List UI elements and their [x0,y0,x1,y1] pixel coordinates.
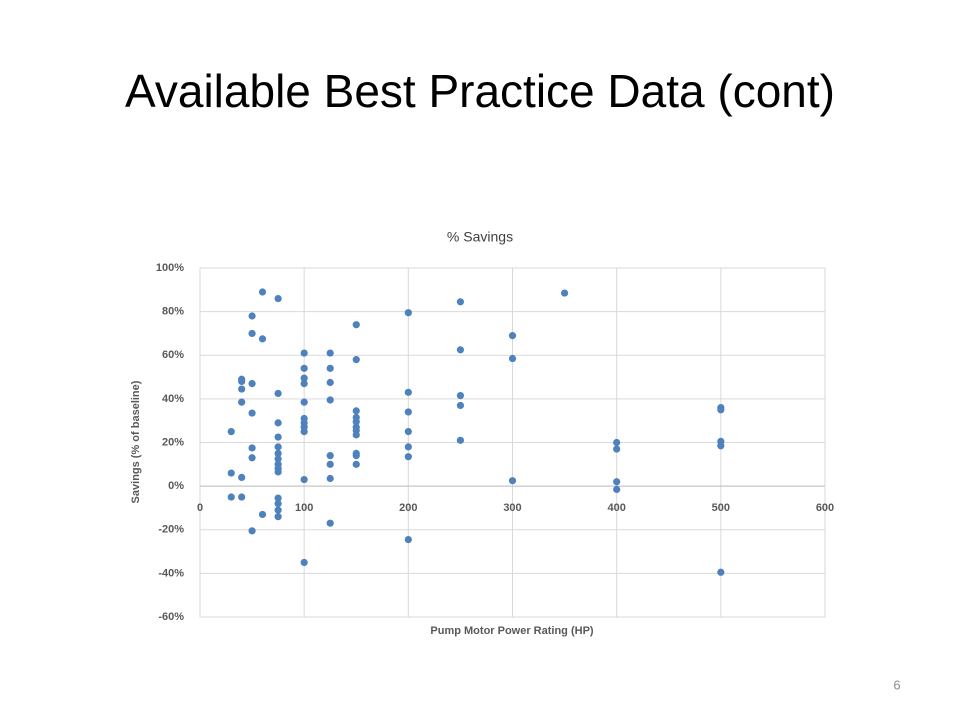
point [274,499,282,508]
x-axis-title: Pump Motor Power Rating (HP) [430,625,594,637]
point [404,408,412,416]
point [404,388,412,396]
point [326,396,334,404]
point [352,407,360,415]
x-tick-label: 600 [816,502,834,514]
point [274,494,282,502]
point [258,335,267,343]
point [456,346,465,354]
point [248,329,256,338]
point [274,468,282,476]
point [238,473,246,481]
point [613,445,621,453]
point [613,485,621,493]
point [404,427,412,436]
point [238,493,246,501]
point [352,418,360,426]
point [326,378,334,387]
point [248,409,256,417]
point [456,392,465,400]
y-tick-label: 100% [156,262,184,274]
point [238,398,246,406]
x-tick-label: 0 [197,502,203,514]
chart-title: % Savings [447,229,513,245]
point [248,312,256,320]
point [258,510,267,519]
y-tick-label: 0% [168,480,184,492]
point [238,377,246,386]
point [248,527,256,535]
x-tick-label: 400 [607,502,625,514]
point [300,427,308,436]
point [456,436,465,444]
y-tick-label: -20% [158,524,184,536]
point [352,451,360,460]
point [326,474,334,483]
point [300,398,308,406]
point [404,443,412,451]
point [326,460,334,468]
y-tick-label: -60% [158,611,184,623]
point [717,406,725,414]
point [274,449,282,458]
point [300,475,308,484]
point [300,558,308,567]
point [248,454,256,462]
page-number: 6 [893,677,900,692]
point [227,427,235,436]
point [300,364,308,372]
slide-title: Available Best Practice Data (cont) [125,65,835,117]
point [227,493,235,501]
point [404,309,412,317]
x-tick-label: 200 [399,502,417,514]
point [326,519,334,527]
point [717,442,725,450]
point [352,321,360,329]
point [300,374,308,382]
y-tick-label: 20% [162,436,184,448]
point [227,469,235,477]
y-tick-label: -40% [158,567,184,579]
point [300,380,308,388]
point [248,444,256,452]
point [274,433,282,441]
point [326,451,334,460]
point [613,478,621,486]
x-tick-label: 100 [295,502,313,514]
point [258,288,267,296]
point [352,460,360,468]
point [404,453,412,461]
point [508,332,517,340]
x-tick-label: 300 [503,502,521,514]
point [274,455,282,463]
y-axis-title: Savings (% of baseline) [130,380,142,503]
point [352,431,360,439]
point [300,349,308,357]
point [274,443,282,451]
point [508,477,517,485]
point [274,513,282,521]
point [456,298,465,306]
point [508,354,517,363]
point [560,289,569,297]
point [352,356,360,364]
y-tick-label: 40% [162,393,184,405]
point [326,349,334,357]
point [404,535,412,544]
y-tick-label: 80% [162,306,184,318]
point [274,389,282,398]
point [613,438,621,447]
point [717,568,725,576]
point [456,401,465,410]
point [326,364,334,372]
y-tick-label: 60% [162,349,184,361]
point [274,506,282,514]
point [238,385,246,393]
point [274,419,282,427]
x-tick-label: 500 [712,502,730,514]
point [274,294,282,303]
point [248,380,256,388]
